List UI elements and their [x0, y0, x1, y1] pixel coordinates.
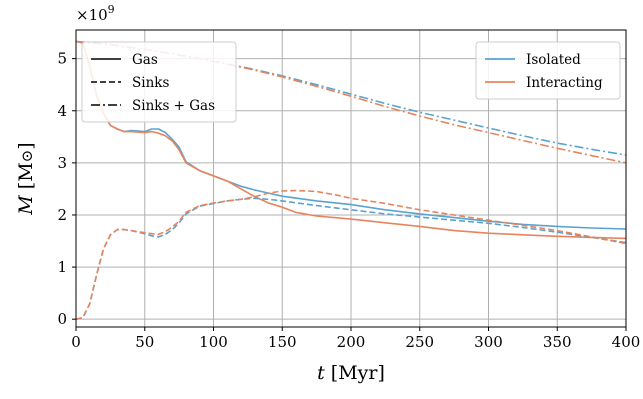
y-tick-label: 1	[57, 258, 67, 276]
x-tick-label: 350	[543, 333, 572, 351]
legend-label: Interacting	[526, 75, 603, 91]
x-tick-label: 0	[71, 333, 81, 351]
legend-box	[475, 41, 621, 100]
color-legend: Isolated Interacting	[475, 41, 621, 100]
y-tick-label: 5	[57, 50, 67, 68]
y-axis-label: M [M⊙]	[15, 142, 37, 215]
grid-lines	[75, 30, 627, 327]
axis-ticks: 0 50 100 150 200 250 300 350 400 0 1 2 3 4 5	[57, 50, 640, 351]
series-line-interacting-gas	[75, 40, 627, 240]
x-tick-label: 100	[199, 333, 228, 351]
x-tick-label: 200	[337, 333, 366, 351]
y-tick-label: 0	[57, 310, 67, 328]
y-tick-label: 4	[57, 102, 67, 120]
legend-label: Sinks	[132, 75, 169, 91]
legend-label: Sinks + Gas	[132, 98, 215, 114]
y-tick-label: 3	[57, 154, 67, 172]
x-tick-label: 400	[612, 333, 641, 351]
legend-label: Gas	[132, 52, 158, 68]
legend-box	[81, 41, 237, 123]
x-tick-label: 150	[268, 333, 297, 351]
linestyle-legend: Gas Sinks Sinks + Gas	[81, 41, 237, 123]
x-axis-label: t [Myr]	[317, 362, 385, 384]
series-line-interacting-sinks	[75, 189, 627, 320]
y-multiplier-label: ×109	[76, 3, 115, 24]
series-line-isolated-sinks	[75, 197, 627, 320]
x-tick-label: 50	[135, 333, 154, 351]
y-tick-label: 2	[57, 206, 67, 224]
x-tick-label: 300	[474, 333, 503, 351]
legend-label: Isolated	[526, 52, 581, 68]
x-tick-label: 250	[405, 333, 434, 351]
